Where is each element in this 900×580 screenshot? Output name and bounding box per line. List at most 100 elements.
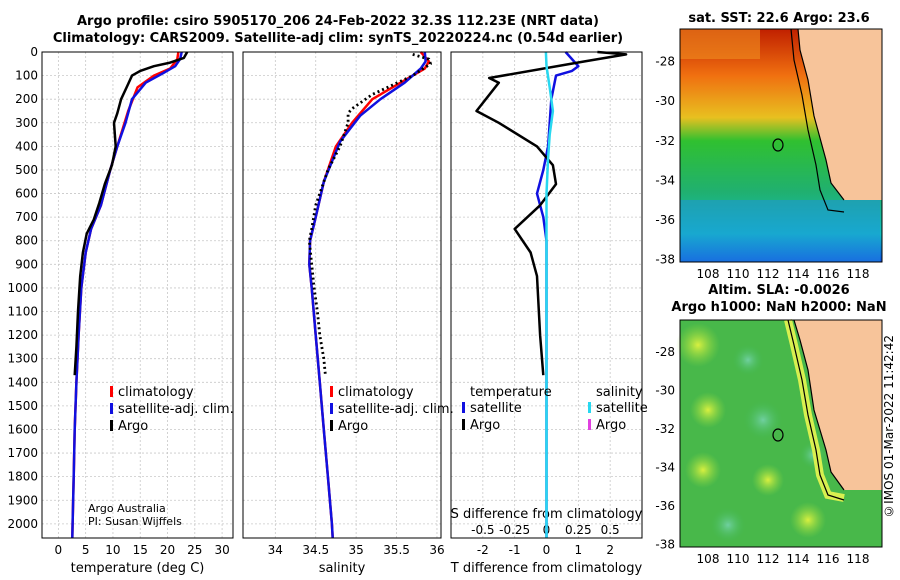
y-tick-label: 1000 xyxy=(7,281,38,295)
y-tick-label: 1900 xyxy=(7,493,38,507)
x-tick-label: 36 xyxy=(429,543,444,557)
y-tick-label: 700 xyxy=(15,210,38,224)
plot-frame xyxy=(450,51,643,539)
y-tick-label: 500 xyxy=(15,163,38,177)
x-axis-label: temperature (deg C) xyxy=(71,561,205,576)
s-tick-label: -0.5 xyxy=(471,523,494,537)
map-lon-tick: 112 xyxy=(757,552,780,566)
legend-header-temperature: temperature xyxy=(470,385,552,400)
credit-pi: PI: Susan Wijffels xyxy=(88,515,182,528)
map-lon-tick: 116 xyxy=(817,267,840,281)
x-tick-label: 25 xyxy=(187,543,202,557)
y-tick-label: 1100 xyxy=(7,305,38,319)
map-lat-tick: -34 xyxy=(655,461,675,475)
y-tick-label: 0 xyxy=(30,45,38,59)
difference-panel: -2 -1 0 1 2 T difference from climatology -0.5… xyxy=(450,50,648,576)
map-lat-tick: -32 xyxy=(655,422,675,436)
map-lat-tick: -36 xyxy=(655,499,675,513)
sla-map-title-line1: Altim. SLA: -0.0026 xyxy=(708,283,850,298)
sla-land xyxy=(794,320,882,490)
maps: 108 110 112 114 116 118 -28 -30 -32 -34 -36 -38 108 1… xyxy=(655,28,883,566)
plot-frame xyxy=(41,51,234,539)
s-tick-label: 0.25 xyxy=(565,523,592,537)
temperature-panel: 0100200300400500600700800900100011001200… xyxy=(7,45,233,576)
sst-map xyxy=(679,28,883,263)
y-tick-label: 600 xyxy=(15,187,38,201)
series-line-t-satellite xyxy=(535,51,580,538)
s-tick-label: -0.25 xyxy=(499,523,530,537)
map-lon-tick: 108 xyxy=(697,267,720,281)
x-tick-label: 15 xyxy=(133,543,148,557)
s-tick-label: 0.5 xyxy=(601,523,620,537)
y-tick-label: 2000 xyxy=(7,517,38,531)
series-line-t-argo xyxy=(475,50,628,376)
credit-institution: Argo Australia xyxy=(88,502,166,515)
legend-label: Argo xyxy=(470,418,500,433)
x-tick-label: 30 xyxy=(214,543,229,557)
x-tick-label: 5 xyxy=(82,543,90,557)
y-tick-label: 900 xyxy=(15,257,38,271)
x-tick-label: 0 xyxy=(55,543,63,557)
sst-argo-marker xyxy=(772,138,784,152)
legend-label: Argo xyxy=(338,419,368,434)
sla-map-title-line2: Argo h1000: NaN h2000: NaN xyxy=(671,300,887,315)
y-tick-label: 300 xyxy=(15,116,38,130)
legend-swatch xyxy=(462,402,465,413)
map-lat-tick: -30 xyxy=(655,383,675,397)
y-tick-label: 200 xyxy=(15,92,38,106)
legend-swatch xyxy=(330,403,333,414)
legend-swatch xyxy=(330,420,333,431)
map-lat-tick: -36 xyxy=(655,213,675,227)
series-line-satellite-adj-clim- xyxy=(71,51,183,539)
y-tick-label: 1200 xyxy=(7,328,38,342)
chart-title-line2: Climatology: CARS2009. Satellite-adj cli… xyxy=(52,31,624,46)
x-axis-label: T difference from climatology xyxy=(450,561,643,576)
chart-title-line1: Argo profile: csiro 5905170_206 24-Feb-2… xyxy=(76,14,599,29)
y-tick-label: 100 xyxy=(15,69,38,83)
plot-frame xyxy=(242,51,442,539)
map-lat-tick: -28 xyxy=(655,345,675,359)
map-axes: 108 110 112 114 116 118 -28 -30 -32 -34 -36 -38 108 1… xyxy=(655,55,869,566)
map-lat-tick: -38 xyxy=(655,538,675,552)
legend-swatch xyxy=(588,419,591,430)
legend-label: Argo xyxy=(118,419,148,434)
y-tick-label: 800 xyxy=(15,234,38,248)
y-tick-label: 1400 xyxy=(7,375,38,389)
legend-label: climatology xyxy=(338,385,414,400)
series-line-s-satellite xyxy=(544,51,555,538)
sst-map-title: sat. SST: 22.6 Argo: 23.6 xyxy=(688,11,870,26)
legend-label: satellite-adj. clim. xyxy=(338,402,454,417)
y-tick-label: 1500 xyxy=(7,399,38,413)
y-tick-label: 1700 xyxy=(7,446,38,460)
y-tick-label: 1600 xyxy=(7,422,38,436)
legend-header-salinity: salinity xyxy=(596,385,643,400)
map-lat-tick: -30 xyxy=(655,94,675,108)
map-lon-tick: 114 xyxy=(787,552,810,566)
map-lat-tick: -38 xyxy=(655,253,675,267)
x-tick-label: 20 xyxy=(160,543,175,557)
y-tick-label: 1300 xyxy=(7,352,38,366)
legend-swatch xyxy=(110,420,113,431)
map-lon-tick: 108 xyxy=(697,552,720,566)
x-tick-label: 2 xyxy=(606,543,614,557)
y-tick-label: 400 xyxy=(15,139,38,153)
legend-label: satellite xyxy=(596,401,648,416)
map-lat-tick: -32 xyxy=(655,134,675,148)
map-lat-tick: -34 xyxy=(655,173,675,187)
x-tick-label: 34 xyxy=(268,543,283,557)
sla-map xyxy=(676,319,883,548)
salinity-panel: 34 34.5 35 35.5 36 salinity climatology satelli… xyxy=(242,51,454,576)
legend-swatch xyxy=(110,386,113,397)
legend-label: satellite xyxy=(470,401,522,416)
timestamp: ©IMOS 01-Mar-2022 11:42:42 xyxy=(882,335,896,518)
map-lon-tick: 110 xyxy=(727,552,750,566)
legend-label: Argo xyxy=(596,418,626,433)
x-tick-label: -2 xyxy=(477,543,489,557)
x-tick-label: 0 xyxy=(543,543,551,557)
map-lon-tick: 118 xyxy=(847,267,870,281)
y-tick-label: 1800 xyxy=(7,470,38,484)
x-tick-label: -1 xyxy=(509,543,521,557)
legend-swatch xyxy=(330,386,333,397)
x-tick-label: 10 xyxy=(105,543,120,557)
map-lon-tick: 114 xyxy=(787,267,810,281)
